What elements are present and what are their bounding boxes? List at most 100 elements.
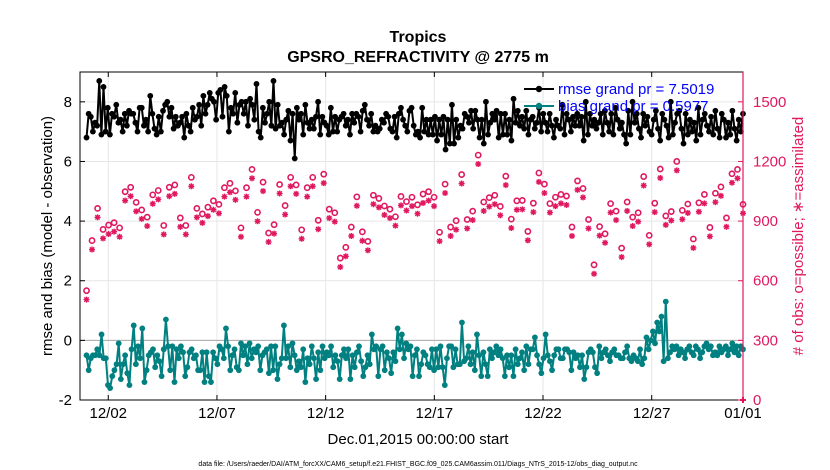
rmse-point — [274, 101, 281, 108]
obs-possible-marker — [182, 222, 190, 229]
bias-point — [225, 343, 232, 350]
rmse-point — [442, 146, 449, 153]
obs-possible-marker — [436, 228, 443, 236]
bias-point — [278, 355, 285, 362]
bias-point — [218, 346, 225, 353]
obs-possible-marker — [336, 254, 344, 262]
bias-point — [330, 364, 337, 371]
bias-point — [94, 346, 101, 353]
rmse-point — [478, 116, 485, 123]
rmse-point — [296, 116, 302, 123]
rmse-point — [106, 131, 113, 138]
bias-point — [414, 346, 420, 353]
bias-point — [293, 367, 300, 374]
rmse-point — [723, 134, 729, 141]
obs-assimilated-marker — [100, 235, 107, 242]
rmse-point — [177, 119, 183, 126]
bias-point — [602, 346, 609, 353]
obs-possible-marker — [629, 213, 637, 221]
rmse-point — [317, 131, 324, 138]
bias-point — [714, 352, 721, 359]
rmse-point — [264, 110, 271, 117]
obs-possible-marker — [546, 200, 554, 207]
obs-assimilated-marker — [276, 190, 283, 197]
rmse-point — [119, 128, 126, 135]
bias-point — [725, 352, 731, 359]
bias-point — [366, 361, 373, 368]
bias-point — [122, 352, 129, 359]
bias-point — [280, 322, 287, 329]
bias-point — [212, 355, 219, 362]
bias-point — [579, 352, 585, 359]
obs-assimilated-marker — [629, 223, 636, 230]
obs-possible-marker — [574, 177, 581, 185]
bias-point — [459, 319, 465, 326]
rmse-point — [523, 107, 530, 114]
obs-assimilated-marker — [651, 209, 658, 216]
obs-assimilated-marker — [734, 175, 741, 182]
bias-point — [624, 343, 631, 350]
bias-point — [107, 385, 114, 391]
bias-point — [240, 352, 247, 359]
rmse-point — [417, 134, 423, 141]
rmse-point — [219, 113, 226, 120]
bias-point — [353, 349, 360, 356]
obs-assimilated-marker — [215, 210, 222, 217]
obs-possible-marker — [243, 184, 250, 192]
obs-assimilated-marker — [436, 238, 443, 245]
obs-possible-marker — [386, 205, 394, 213]
rmse-point — [652, 107, 659, 114]
bias-point — [227, 367, 234, 374]
rmse-point — [434, 137, 440, 144]
obs-assimilated-marker — [155, 196, 162, 203]
bias-point — [162, 316, 169, 323]
rmse-point — [706, 128, 712, 135]
bias-point — [448, 343, 455, 350]
rmse-point — [166, 113, 173, 120]
bias-point — [403, 340, 410, 347]
obs-assimilated-marker — [618, 254, 625, 261]
rmse-point — [266, 98, 273, 105]
bias-point — [686, 343, 693, 350]
obs-possible-marker — [403, 198, 410, 206]
obs-possible-marker — [298, 226, 306, 234]
rmse-point — [455, 134, 462, 141]
bias-point — [291, 352, 298, 359]
rmse-point — [357, 128, 364, 135]
obs-possible-marker — [369, 191, 377, 199]
rmse-point — [591, 116, 598, 123]
bias-point — [647, 337, 654, 344]
rmse-point — [143, 116, 149, 123]
obs-possible-marker — [232, 187, 239, 195]
rmse-point — [200, 92, 207, 99]
rmse-point — [389, 128, 396, 135]
bias-point — [113, 361, 120, 368]
rmse-point — [155, 113, 162, 120]
bias-point — [231, 346, 238, 353]
rmse-point — [737, 128, 744, 135]
rmse-point — [449, 101, 455, 108]
rmse-point — [599, 131, 606, 138]
obs-assimilated-marker — [226, 189, 233, 196]
bias-point — [257, 367, 264, 374]
rmse-point — [699, 116, 706, 123]
rmse-point — [444, 116, 451, 123]
obs-possible-marker — [728, 170, 736, 178]
obs-possible-marker — [689, 235, 697, 243]
obs-possible-marker — [94, 204, 101, 212]
bias-point — [246, 340, 253, 347]
bias-point — [707, 343, 714, 350]
obs-possible-marker — [292, 181, 300, 189]
bias-point — [456, 361, 463, 368]
obs-possible-marker — [381, 202, 388, 210]
bias-point — [135, 343, 141, 350]
rmse-point — [686, 116, 693, 123]
rmse-point — [606, 128, 613, 135]
bias-point — [426, 364, 433, 371]
obs-possible-marker — [640, 173, 648, 180]
rmse-point — [198, 122, 205, 129]
obs-possible-marker — [127, 183, 135, 191]
rmse-point — [291, 155, 298, 162]
rmse-point — [610, 131, 617, 138]
rmse-point — [213, 116, 220, 123]
